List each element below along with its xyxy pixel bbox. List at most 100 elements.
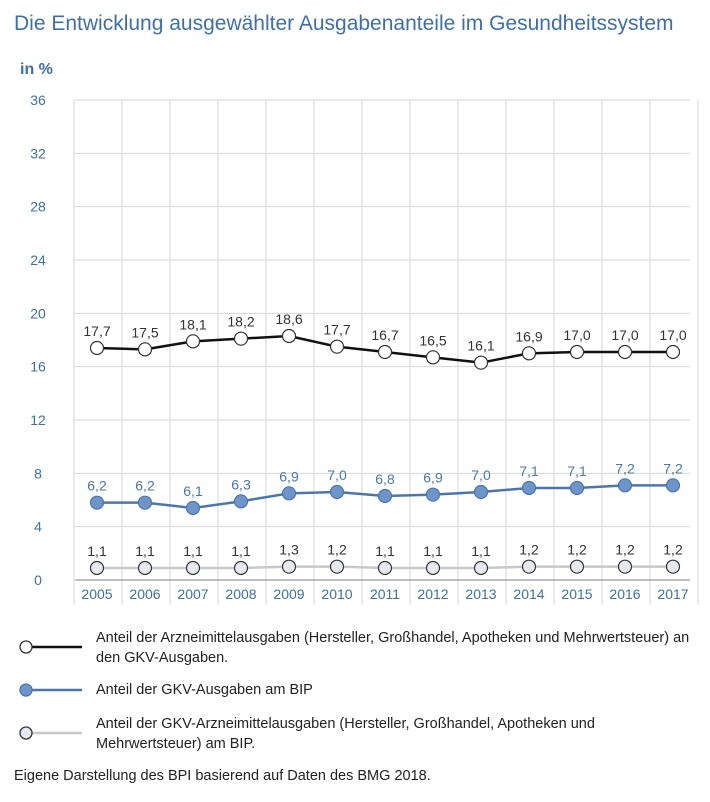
data-label: 17,5 (131, 324, 158, 340)
data-point (377, 560, 393, 576)
data-point (665, 478, 681, 493)
legend-label: Anteil der GKV-Arzneimittelausgaben (Her… (96, 716, 595, 752)
legend-label: Anteil der GKV-Ausgaben am BIP (96, 682, 313, 698)
data-point (569, 344, 585, 360)
data-point (473, 484, 489, 500)
legend-swatch-grey (19, 726, 82, 740)
data-point (425, 487, 441, 502)
data-label: 17,7 (323, 322, 350, 338)
data-label: 16,7 (371, 327, 398, 343)
chart-title: Die Entwicklung ausgewählter Ausgabenant… (14, 12, 674, 35)
x-tick-label: 2010 (321, 586, 352, 602)
legend-label: Anteil der Arzneimittelausgaben (Herstel… (96, 630, 690, 666)
data-label: 6,2 (135, 478, 155, 494)
data-point (233, 331, 249, 346)
data-point (617, 478, 633, 493)
data-label: 7,0 (471, 467, 491, 483)
data-label: 1,1 (375, 543, 395, 559)
x-tick-label: 2011 (370, 586, 400, 602)
data-label: 1,1 (135, 543, 155, 559)
data-label: 7,1 (519, 463, 539, 479)
x-tick-label: 2009 (273, 586, 304, 602)
data-label: 7,2 (615, 460, 635, 476)
x-tick-label: 2017 (657, 586, 688, 602)
data-label: 1,1 (231, 543, 251, 559)
y-tick-label: 36 (30, 92, 46, 108)
data-label: 16,9 (515, 328, 542, 344)
data-label: 1,3 (279, 542, 299, 558)
data-point (137, 495, 153, 510)
data-point (89, 560, 105, 576)
y-tick-label: 28 (30, 199, 46, 215)
data-point (233, 560, 249, 576)
data-point (521, 346, 537, 361)
data-point (569, 559, 585, 574)
data-label: 18,2 (227, 314, 254, 330)
data-label: 17,0 (659, 327, 686, 343)
data-point (89, 340, 105, 356)
data-point (281, 486, 297, 501)
data-label: 1,1 (423, 543, 443, 559)
data-point (281, 559, 297, 574)
x-tick-label: 2008 (225, 586, 256, 602)
data-label: 1,1 (183, 543, 203, 559)
data-point (521, 559, 537, 574)
data-label: 7,0 (327, 467, 347, 483)
y-tick-label: 12 (30, 412, 46, 428)
data-point (473, 355, 489, 370)
data-point (377, 344, 393, 360)
data-point (329, 484, 345, 500)
y-tick-label: 0 (34, 572, 42, 588)
data-point (329, 339, 345, 354)
data-point (665, 559, 681, 574)
data-point (137, 560, 153, 576)
x-tick-label: 2005 (81, 586, 112, 602)
legend-swatch-black (19, 640, 82, 654)
data-point (521, 480, 537, 496)
data-point (329, 559, 345, 574)
x-tick-label: 2014 (513, 586, 544, 602)
data-label: 1,2 (615, 542, 635, 558)
data-label: 16,5 (419, 332, 446, 348)
data-label: 1,2 (519, 542, 539, 558)
data-point (425, 560, 441, 576)
data-point (89, 495, 105, 510)
data-label: 7,2 (663, 460, 683, 476)
data-label: 1,2 (327, 542, 347, 558)
data-label: 18,6 (275, 311, 302, 327)
data-label: 1,2 (663, 542, 683, 558)
data-label: 6,9 (423, 470, 443, 486)
data-label: 1,1 (471, 543, 491, 559)
data-label: 16,1 (467, 338, 494, 354)
line-chart: 0 4 8 12 16 20 24 28 32 36 in % 2005 2006 2007 2008 200… (20, 61, 699, 605)
y-tick-label: 8 (34, 465, 42, 481)
data-point (377, 488, 393, 504)
y-tick-label: 4 (34, 519, 42, 535)
data-label: 17,0 (563, 327, 590, 343)
data-label: 6,9 (279, 468, 299, 484)
data-point (617, 559, 633, 574)
data-label: 7,1 (567, 463, 587, 479)
y-tick-label: 24 (30, 252, 46, 268)
data-label: 6,1 (183, 483, 203, 499)
x-tick-label: 2015 (561, 586, 592, 602)
y-axis-label: in % (20, 61, 53, 78)
y-tick-label: 20 (30, 305, 46, 321)
data-point (185, 560, 201, 576)
data-label: 1,1 (87, 543, 107, 559)
x-tick-label: 2013 (465, 586, 496, 602)
x-tick-label: 2012 (417, 586, 448, 602)
data-label: 6,8 (375, 471, 395, 487)
data-point (185, 500, 201, 516)
data-point (569, 480, 585, 496)
data-label: 1,2 (567, 542, 587, 558)
data-point (185, 334, 201, 349)
y-tick-label: 32 (30, 145, 46, 161)
data-point (281, 328, 297, 344)
data-label: 6,3 (231, 476, 251, 492)
data-point (665, 344, 681, 360)
data-point (617, 344, 633, 360)
x-tick-label: 2007 (177, 586, 208, 602)
legend-swatch-blue (19, 683, 82, 697)
y-tick-label: 16 (30, 359, 46, 375)
